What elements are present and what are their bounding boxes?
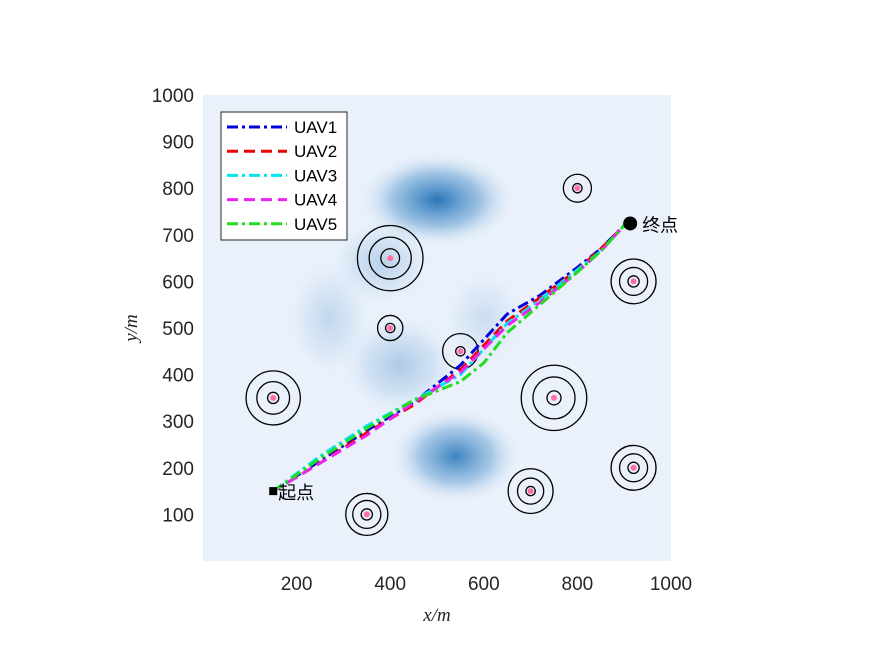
x-axis-label: x/m — [422, 605, 450, 626]
obstacle-ring — [532, 376, 576, 420]
legend-label: UAV1 — [294, 118, 337, 137]
obstacle-ring — [627, 461, 640, 475]
obstacle-center — [387, 255, 394, 262]
y-tick-label: 100 — [162, 505, 194, 526]
y-tick-label: 500 — [162, 319, 194, 340]
start-marker — [269, 487, 278, 496]
y-tick-label: 700 — [162, 226, 194, 247]
obstacle-center — [363, 511, 370, 518]
path-layer — [272, 224, 626, 493]
x-tick-label: 1000 — [650, 574, 692, 595]
obstacle — [520, 364, 588, 432]
obstacle-center — [630, 278, 637, 285]
obstacle-ring — [627, 275, 640, 288]
x-tick-label: 400 — [374, 574, 406, 595]
start-label: 起点 — [278, 483, 314, 504]
y-tick-label: 600 — [162, 272, 194, 293]
obstacle — [610, 444, 657, 491]
path-uav2 — [272, 224, 626, 493]
threat-field-layer — [284, 151, 529, 505]
obstacle-ring — [380, 248, 401, 269]
y-tick-label: 300 — [162, 412, 194, 433]
y-tick-label: 900 — [162, 133, 194, 154]
y-tick-label: 200 — [162, 459, 194, 480]
obstacle-ring — [266, 391, 280, 405]
threat-field — [439, 265, 529, 372]
legend-label: UAV3 — [294, 166, 337, 185]
legend-label: UAV4 — [294, 191, 337, 210]
obstacle — [345, 492, 389, 537]
obstacle-center — [457, 348, 464, 355]
obstacle-center — [270, 394, 277, 401]
x-tick-label: 200 — [281, 574, 313, 595]
obstacle-center — [387, 325, 394, 331]
obstacle-ring — [360, 508, 374, 521]
obstacle-ring — [520, 364, 588, 432]
path-uav5 — [272, 224, 626, 493]
obstacle — [562, 173, 593, 203]
obstacle-ring — [356, 224, 424, 292]
obstacle-center — [574, 185, 581, 192]
y-tick-labels: 100 200 300 400 500 600 700 800 900 1000 — [152, 86, 194, 526]
obstacle-ring — [618, 266, 649, 297]
y-tick-label: 400 — [162, 366, 194, 387]
x-tick-label: 600 — [468, 574, 500, 595]
path-uav1 — [272, 224, 626, 493]
marker-layer: 起点 终点 — [269, 215, 678, 504]
obstacle-ring — [610, 444, 657, 491]
obstacle-ring — [376, 314, 404, 342]
y-tick-label: 800 — [162, 179, 194, 200]
legend-label: UAV2 — [294, 142, 337, 161]
obstacle-ring — [525, 485, 536, 497]
obstacle-ring — [507, 468, 554, 515]
end-label: 终点 — [642, 215, 678, 236]
obstacle — [610, 258, 657, 305]
x-tick-label: 800 — [562, 574, 594, 595]
obstacle-ring — [368, 236, 412, 280]
obstacle-ring — [618, 453, 649, 483]
obstacle-center — [527, 488, 534, 495]
obstacle-ring — [610, 258, 657, 305]
obstacle-ring — [516, 477, 545, 505]
obstacle-ring — [455, 345, 466, 357]
threat-field — [389, 407, 523, 505]
obstacle-ring — [546, 390, 562, 406]
obstacle-ring — [245, 370, 301, 426]
obstacle-ring — [345, 492, 389, 537]
legend-label: UAV5 — [294, 215, 337, 234]
obstacle-ring — [384, 322, 396, 334]
x-tick-labels: 200 400 600 800 1000 — [281, 574, 692, 595]
obstacle — [356, 224, 424, 292]
path-uav4 — [272, 224, 626, 493]
obstacle — [507, 468, 554, 515]
obstacle-ring — [352, 499, 382, 530]
obstacle-center — [551, 394, 557, 401]
obstacle-center — [630, 464, 637, 471]
threat-field — [327, 218, 435, 308]
end-marker — [623, 216, 638, 231]
legend: UAV1 UAV2 UAV3 UAV4 UAV5 — [220, 111, 348, 241]
obstacle-ring — [562, 173, 593, 203]
obstacle-ring — [256, 380, 291, 415]
y-axis-label: y/m — [121, 314, 142, 343]
y-tick-label: 1000 — [152, 86, 194, 107]
obstacle — [245, 370, 301, 426]
obstacle-ring — [572, 182, 583, 194]
obstacle — [376, 314, 404, 342]
